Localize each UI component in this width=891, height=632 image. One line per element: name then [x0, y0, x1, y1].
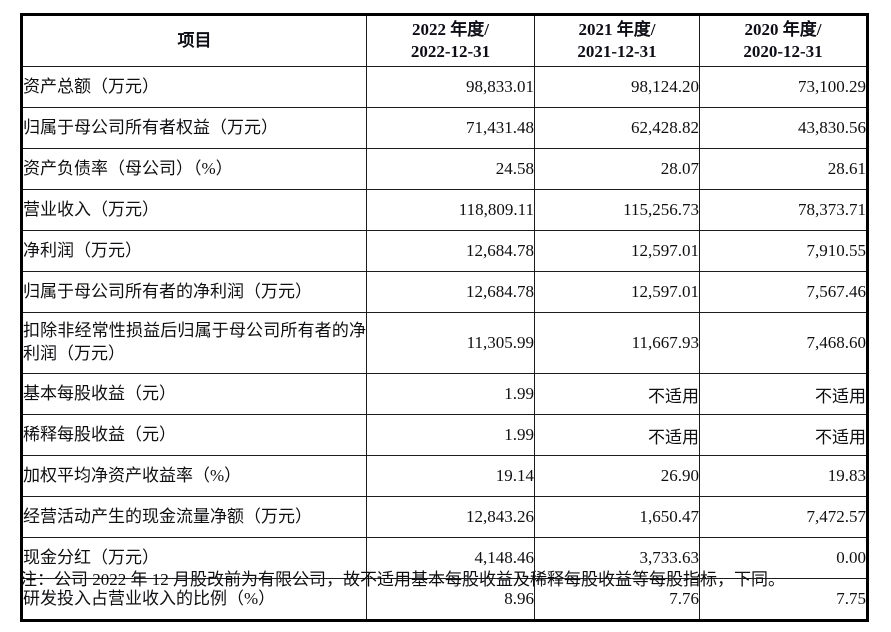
cell-2020: 19.83 — [699, 455, 868, 497]
row-label: 资产负债率（母公司）（%） — [21, 148, 367, 190]
table-row: 现金分红（万元） 4,148.46 3,733.63 0.00 — [21, 537, 868, 579]
cell-2020: 28.61 — [699, 148, 868, 190]
row-label: 经营活动产生的现金流量净额（万元） — [21, 496, 367, 538]
table-row: 基本每股收益（元） 1.99 不适用 不适用 — [21, 373, 868, 415]
table-row: 营业收入（万元） 118,809.11 115,256.73 78,373.71 — [21, 189, 868, 231]
cell-2022: 71,431.48 — [366, 107, 535, 149]
cell-2022: 19.14 — [366, 455, 535, 497]
cell-2022: 12,684.78 — [366, 271, 535, 313]
cell-2020: 7,468.60 — [699, 312, 868, 374]
footnote-text: 注：公司 2022 年 12 月股改前为有限公司，故不适用基本每股收益及稀释每股… — [20, 570, 785, 589]
cell-2020: 73,100.29 — [699, 66, 868, 108]
table-row: 研发投入占营业收入的比例（%） 8.96 7.76 7.75 — [21, 578, 868, 621]
table-row: 资产负债率（母公司）（%） 24.58 28.07 28.61 — [21, 148, 868, 190]
header-period-2021: 2021 年度/ 2021-12-31 — [534, 14, 700, 67]
cell-2021: 7.76 — [534, 578, 700, 621]
row-label: 研发投入占营业收入的比例（%） — [21, 578, 367, 621]
cell-2020: 不适用 — [699, 373, 868, 415]
row-label: 加权平均净资产收益率（%） — [21, 455, 367, 497]
header-item: 项目 — [21, 14, 367, 67]
row-label: 稀释每股收益（元） — [21, 414, 367, 456]
cell-2021: 12,597.01 — [534, 230, 700, 272]
table-row: 净利润（万元） 12,684.78 12,597.01 7,910.55 — [21, 230, 868, 272]
cell-2020: 7,910.55 — [699, 230, 868, 272]
cell-2021: 62,428.82 — [534, 107, 700, 149]
cell-2022: 11,305.99 — [366, 312, 535, 374]
table-header-row: 项目 2022 年度/ 2022-12-31 2021 年度/ 2021-12-… — [21, 14, 868, 67]
cell-2021: 115,256.73 — [534, 189, 700, 231]
cell-2022: 12,684.78 — [366, 230, 535, 272]
cell-2021: 98,124.20 — [534, 66, 700, 108]
cell-2020: 7,472.57 — [699, 496, 868, 538]
cell-2022: 4,148.46 — [366, 537, 535, 579]
cell-2020: 43,830.56 — [699, 107, 868, 149]
cell-2021: 不适用 — [534, 373, 700, 415]
table-row: 加权平均净资产收益率（%） 19.14 26.90 19.83 — [21, 455, 868, 497]
table-row: 资产总额（万元） 98,833.01 98,124.20 73,100.29 — [21, 66, 868, 108]
cell-2022: 98,833.01 — [366, 66, 535, 108]
cell-2021: 28.07 — [534, 148, 700, 190]
cell-2022: 24.58 — [366, 148, 535, 190]
table-row: 归属于母公司所有者权益（万元） 71,431.48 62,428.82 43,8… — [21, 107, 868, 149]
table-row: 稀释每股收益（元） 1.99 不适用 不适用 — [21, 414, 868, 456]
cell-2020: 0.00 — [699, 537, 868, 579]
row-label: 营业收入（万元） — [21, 189, 367, 231]
cell-2022: 1.99 — [366, 373, 535, 415]
cell-2022: 12,843.26 — [366, 496, 535, 538]
cell-2020: 7,567.46 — [699, 271, 868, 313]
cell-2021: 26.90 — [534, 455, 700, 497]
cell-2022: 118,809.11 — [366, 189, 535, 231]
cell-2020: 不适用 — [699, 414, 868, 456]
cell-2020: 7.75 — [699, 578, 868, 621]
header-period-2020: 2020 年度/ 2020-12-31 — [699, 14, 868, 67]
row-label: 归属于母公司所有者的净利润（万元） — [21, 271, 367, 313]
cell-2020: 78,373.71 — [699, 189, 868, 231]
row-label: 现金分红（万元） — [21, 537, 367, 579]
cell-2022: 1.99 — [366, 414, 535, 456]
table-row: 扣除非经常性损益后归属于母公司所有者的净利润（万元） 11,305.99 11,… — [21, 312, 868, 374]
row-label: 基本每股收益（元） — [21, 373, 367, 415]
table-row: 经营活动产生的现金流量净额（万元） 12,843.26 1,650.47 7,4… — [21, 496, 868, 538]
header-period-2022: 2022 年度/ 2022-12-31 — [366, 14, 535, 67]
cell-2021: 11,667.93 — [534, 312, 700, 374]
cell-2021: 不适用 — [534, 414, 700, 456]
cell-2021: 1,650.47 — [534, 496, 700, 538]
table-row: 归属于母公司所有者的净利润（万元） 12,684.78 12,597.01 7,… — [21, 271, 868, 313]
row-label: 扣除非经常性损益后归属于母公司所有者的净利润（万元） — [21, 312, 367, 374]
row-label: 归属于母公司所有者权益（万元） — [21, 107, 367, 149]
row-label: 净利润（万元） — [21, 230, 367, 272]
row-label: 资产总额（万元） — [21, 66, 367, 108]
financial-summary-table: 项目 2022 年度/ 2022-12-31 2021 年度/ 2021-12-… — [20, 13, 869, 622]
cell-2021: 12,597.01 — [534, 271, 700, 313]
